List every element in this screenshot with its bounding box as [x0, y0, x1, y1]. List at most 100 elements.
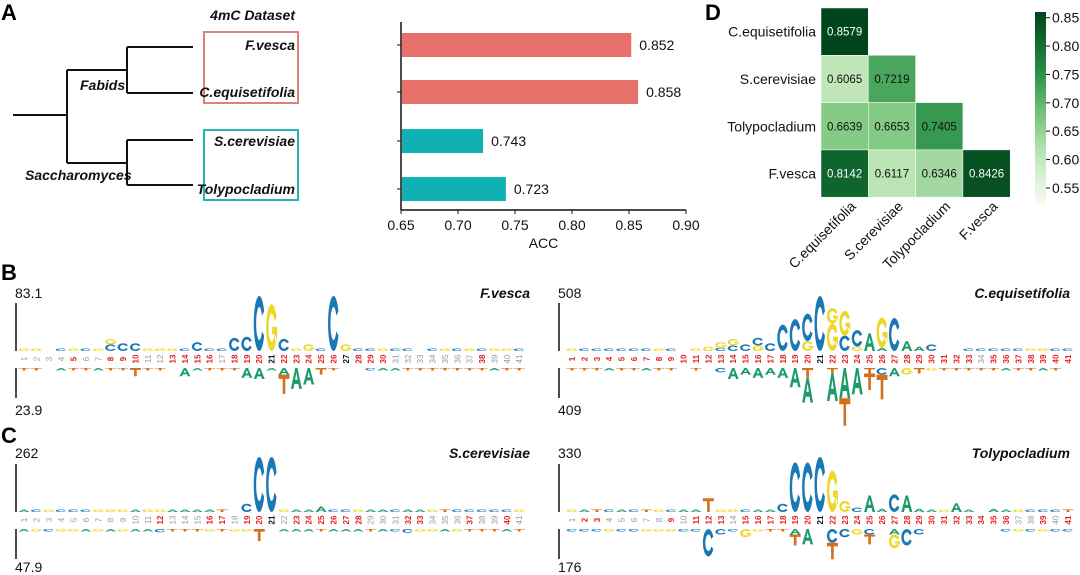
- position-number: 31: [391, 515, 400, 524]
- position-number: 4: [57, 356, 66, 361]
- logo-letter-t-glyph: [228, 368, 240, 371]
- position-number: 7: [642, 356, 651, 361]
- logo-letter-a-glyph: [802, 377, 814, 403]
- logo-letter-a-glyph: [142, 529, 154, 532]
- logo-letter-t-glyph: [439, 368, 451, 371]
- position-number: 22: [280, 354, 289, 363]
- position-number: 8: [107, 356, 116, 361]
- logo-letter-c-glyph: [402, 348, 413, 351]
- logo-letter-c-glyph: [129, 343, 141, 351]
- logo-letter-t-glyph: [876, 374, 888, 400]
- logo-letter-c-glyph: [628, 348, 639, 351]
- position-number: 30: [928, 515, 937, 524]
- logo-letter-g-glyph: [278, 509, 290, 512]
- position-number: 13: [717, 515, 726, 524]
- logo-letter-c-glyph: [777, 324, 788, 351]
- position-number: 40: [1052, 515, 1061, 524]
- logo-letter-c-glyph: [864, 529, 875, 535]
- logo-letter-t-glyph: [204, 368, 216, 371]
- logo-top-scale-label: 262: [15, 445, 39, 461]
- bar-chart: F.vesca 0.852 C.equisetifolia 0.858 S.cerevi…: [197, 22, 700, 251]
- logo-letter-c-glyph: [464, 509, 475, 512]
- position-number: 23: [841, 354, 850, 363]
- position-number: 26: [878, 515, 887, 524]
- logo-letter-c-glyph: [451, 348, 463, 351]
- position-number: 37: [466, 354, 475, 363]
- logo-letter-c-glyph: [30, 509, 42, 512]
- logo-letter-g-glyph: [665, 529, 677, 532]
- logo-letter-c-glyph: [216, 348, 228, 351]
- logo-letter-g-glyph: [926, 368, 938, 371]
- position-number: 33: [416, 354, 425, 363]
- row-label: F.vesca: [769, 166, 817, 182]
- logo-letter-g-glyph: [266, 304, 278, 351]
- logo-letter-a-glyph: [888, 529, 900, 535]
- logo-letter-a-glyph: [839, 368, 851, 399]
- position-number: 23: [292, 515, 301, 524]
- logo-letter-g-glyph: [142, 509, 154, 512]
- position-number: 7: [94, 356, 103, 361]
- logo-letter-a-glyph: [851, 368, 863, 395]
- logo-letter-g-glyph: [117, 509, 129, 512]
- position-number: 22: [828, 515, 837, 524]
- x-tick-label: 0.85: [615, 217, 642, 233]
- logo-letter-a-glyph: [439, 529, 451, 532]
- position-number: 7: [642, 517, 651, 522]
- logo-letter-c-glyph: [488, 509, 500, 512]
- position-number: 37: [466, 515, 475, 524]
- column-label: C.equisetifolia: [785, 198, 859, 272]
- logo-letter-t-glyph: [315, 368, 327, 375]
- bar-value-label: 0.743: [491, 133, 526, 149]
- logo-letter-g-glyph: [715, 509, 727, 512]
- position-number: 36: [453, 354, 462, 363]
- logo-letter-c-glyph: [117, 343, 128, 351]
- panel-label-c: C: [1, 423, 17, 448]
- position-number: 19: [791, 515, 800, 524]
- logo-letter-a-glyph: [377, 529, 389, 532]
- logo-letter-c-glyph: [789, 462, 801, 512]
- logo-letter-g-glyph: [826, 323, 838, 351]
- logo-letter-c-glyph: [389, 529, 401, 532]
- column-label: F.vesca: [956, 198, 1001, 243]
- position-number: 15: [742, 515, 751, 524]
- position-number: 6: [630, 356, 639, 361]
- logo-letter-a-glyph: [191, 368, 203, 371]
- logo-letter-t-glyph: [591, 509, 603, 512]
- logo-bottom-scale-label: 176: [558, 559, 582, 575]
- logo-letter-a-glyph: [340, 529, 352, 532]
- position-number: 38: [1027, 354, 1036, 363]
- logo-letter-g-glyph: [451, 529, 463, 532]
- logo-letter-a-glyph: [105, 529, 117, 532]
- logo-letter-t-glyph: [129, 368, 141, 377]
- logo-letter-t-glyph: [702, 498, 714, 512]
- position-number: 38: [478, 515, 487, 524]
- logo-letter-c-glyph: [241, 503, 252, 512]
- logo-letter-t-glyph: [988, 368, 1000, 371]
- row-label: S.cerevisiae: [740, 71, 816, 87]
- logo-letter-c-glyph: [1050, 348, 1061, 351]
- heatmap-cell: [868, 149, 916, 198]
- logo-letter-a-glyph: [488, 368, 500, 371]
- logo-letter-g-glyph: [839, 501, 851, 512]
- position-number: 11: [144, 515, 153, 524]
- logo-letter-c-glyph: [839, 335, 850, 351]
- cell-value: 0.8579: [827, 27, 862, 39]
- category-label: Tolypocladium: [197, 181, 295, 197]
- position-number: 6: [82, 517, 91, 522]
- logo-letter-c-glyph: [740, 509, 751, 512]
- logo-letter-t-glyph: [464, 368, 476, 371]
- logo-letter-a-glyph: [92, 368, 104, 371]
- position-number: 38: [1027, 515, 1036, 524]
- position-number: 9: [119, 517, 128, 522]
- logo-letter-t-glyph: [451, 368, 463, 371]
- position-number: 16: [754, 354, 763, 363]
- position-number: 38: [478, 354, 487, 363]
- logo-letter-c-glyph: [1037, 509, 1049, 512]
- logo-bottom-scale-label: 409: [558, 402, 582, 418]
- logo-title: C.equisetifolia: [974, 285, 1070, 301]
- logo-letter-a-glyph: [18, 529, 30, 532]
- logo-letter-t-glyph: [402, 368, 414, 371]
